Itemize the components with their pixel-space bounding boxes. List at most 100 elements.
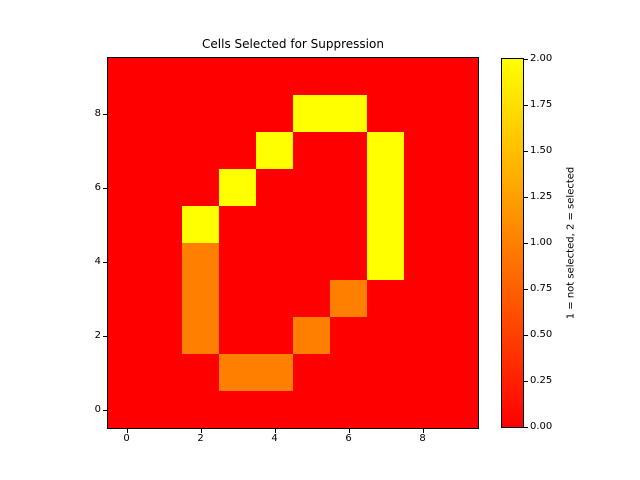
cb-tick-label: 0.25 xyxy=(530,375,553,386)
heatmap-cell xyxy=(256,95,293,132)
heatmap-cell xyxy=(256,132,293,169)
heatmap-cell xyxy=(441,391,478,428)
heatmap-cell xyxy=(108,132,145,169)
y-tick-label: 0 xyxy=(94,403,101,415)
x-tick-mark xyxy=(200,429,202,433)
heatmap-cell xyxy=(219,95,256,132)
heatmap-cell xyxy=(441,95,478,132)
heatmap-cell xyxy=(108,391,145,428)
heatmap-cell xyxy=(404,243,441,280)
heatmap-cell xyxy=(219,354,256,391)
y-tick-mark xyxy=(103,409,107,411)
cb-tick-label: 1.75 xyxy=(530,99,553,110)
x-tick-mark xyxy=(348,429,350,433)
cb-tick-mark xyxy=(524,289,528,290)
x-tick-label: 8 xyxy=(419,433,426,444)
heatmap-cell xyxy=(145,317,182,354)
cb-tick-mark xyxy=(524,151,528,152)
heatmap-cell xyxy=(108,243,145,280)
heatmap-cell xyxy=(330,243,367,280)
cb-tick-label: 0.00 xyxy=(530,421,553,432)
colorbar-label: 1 = not selected, 2 = selected xyxy=(565,166,577,320)
x-tick-label: 6 xyxy=(345,433,352,444)
heatmap-cell xyxy=(404,169,441,206)
heatmap-cell xyxy=(441,317,478,354)
heatmap-cell xyxy=(256,169,293,206)
heatmap-cell xyxy=(219,317,256,354)
heatmap-cell xyxy=(367,243,404,280)
heatmap-cell xyxy=(182,317,219,354)
x-tick-label: 0 xyxy=(123,433,130,444)
y-tick-mark xyxy=(103,187,107,189)
heatmap-cell xyxy=(145,354,182,391)
heatmap-cell xyxy=(182,243,219,280)
heatmap-cell xyxy=(219,58,256,95)
x-tick-mark xyxy=(126,429,128,433)
x-tick-label: 4 xyxy=(271,433,278,444)
heatmap-cell xyxy=(367,95,404,132)
heatmap-cell xyxy=(330,95,367,132)
heatmap-cell xyxy=(219,169,256,206)
heatmap-cell xyxy=(404,132,441,169)
heatmap-cell xyxy=(182,206,219,243)
heatmap-cell xyxy=(145,206,182,243)
heatmap-cell xyxy=(256,58,293,95)
heatmap-cell xyxy=(404,206,441,243)
heatmap-cell xyxy=(293,58,330,95)
heatmap-cell xyxy=(145,132,182,169)
heatmap-cell xyxy=(404,280,441,317)
heatmap-cell xyxy=(182,95,219,132)
heatmap-cell xyxy=(293,391,330,428)
heatmap-cell xyxy=(145,243,182,280)
cb-tick-mark xyxy=(524,427,528,428)
heatmap-cell xyxy=(145,391,182,428)
heatmap-cell xyxy=(256,317,293,354)
cb-tick-mark xyxy=(524,335,528,336)
heatmap-cell xyxy=(182,391,219,428)
cb-tick-label: 0.50 xyxy=(530,329,553,340)
heatmap-cell xyxy=(256,391,293,428)
heatmap-cell xyxy=(108,317,145,354)
heatmap-cell xyxy=(108,58,145,95)
cb-tick-mark xyxy=(524,243,528,244)
heatmap-cell xyxy=(330,354,367,391)
x-tick-label: 2 xyxy=(197,433,204,444)
heatmap-cell xyxy=(108,280,145,317)
heatmap-cell xyxy=(404,391,441,428)
heatmap-cell xyxy=(145,58,182,95)
heatmap-cell xyxy=(330,132,367,169)
y-tick-label: 4 xyxy=(94,255,101,267)
cb-tick-mark xyxy=(524,381,528,382)
heatmap-cell xyxy=(293,95,330,132)
heatmap-cell xyxy=(441,280,478,317)
heatmap-cell xyxy=(293,169,330,206)
heatmap-cell xyxy=(330,206,367,243)
heatmap-cell xyxy=(293,243,330,280)
heatmap-cell xyxy=(367,58,404,95)
heatmap-cell xyxy=(256,243,293,280)
cb-tick-label: 1.25 xyxy=(530,191,553,202)
heatmap-cell xyxy=(441,132,478,169)
heatmap-cell xyxy=(219,206,256,243)
cb-tick-label: 2.00 xyxy=(530,53,553,64)
heatmap-cell xyxy=(108,206,145,243)
heatmap-cell xyxy=(330,317,367,354)
heatmap-cell xyxy=(293,317,330,354)
heatmap-cell xyxy=(404,95,441,132)
heatmap-cell xyxy=(108,354,145,391)
heatmap-cell xyxy=(182,169,219,206)
colorbar xyxy=(501,58,524,428)
heatmap-cell xyxy=(404,58,441,95)
cb-tick-mark xyxy=(524,105,528,106)
heatmap-cell xyxy=(108,95,145,132)
heatmap-cell xyxy=(330,391,367,428)
heatmap-cell xyxy=(367,169,404,206)
heatmap-cell xyxy=(256,354,293,391)
heatmap-cell xyxy=(404,317,441,354)
heatmap-cell xyxy=(182,280,219,317)
heatmap-cell xyxy=(293,132,330,169)
cb-tick-label: 1.50 xyxy=(530,145,553,156)
heatmap-cell xyxy=(145,95,182,132)
heatmap-cell xyxy=(404,354,441,391)
